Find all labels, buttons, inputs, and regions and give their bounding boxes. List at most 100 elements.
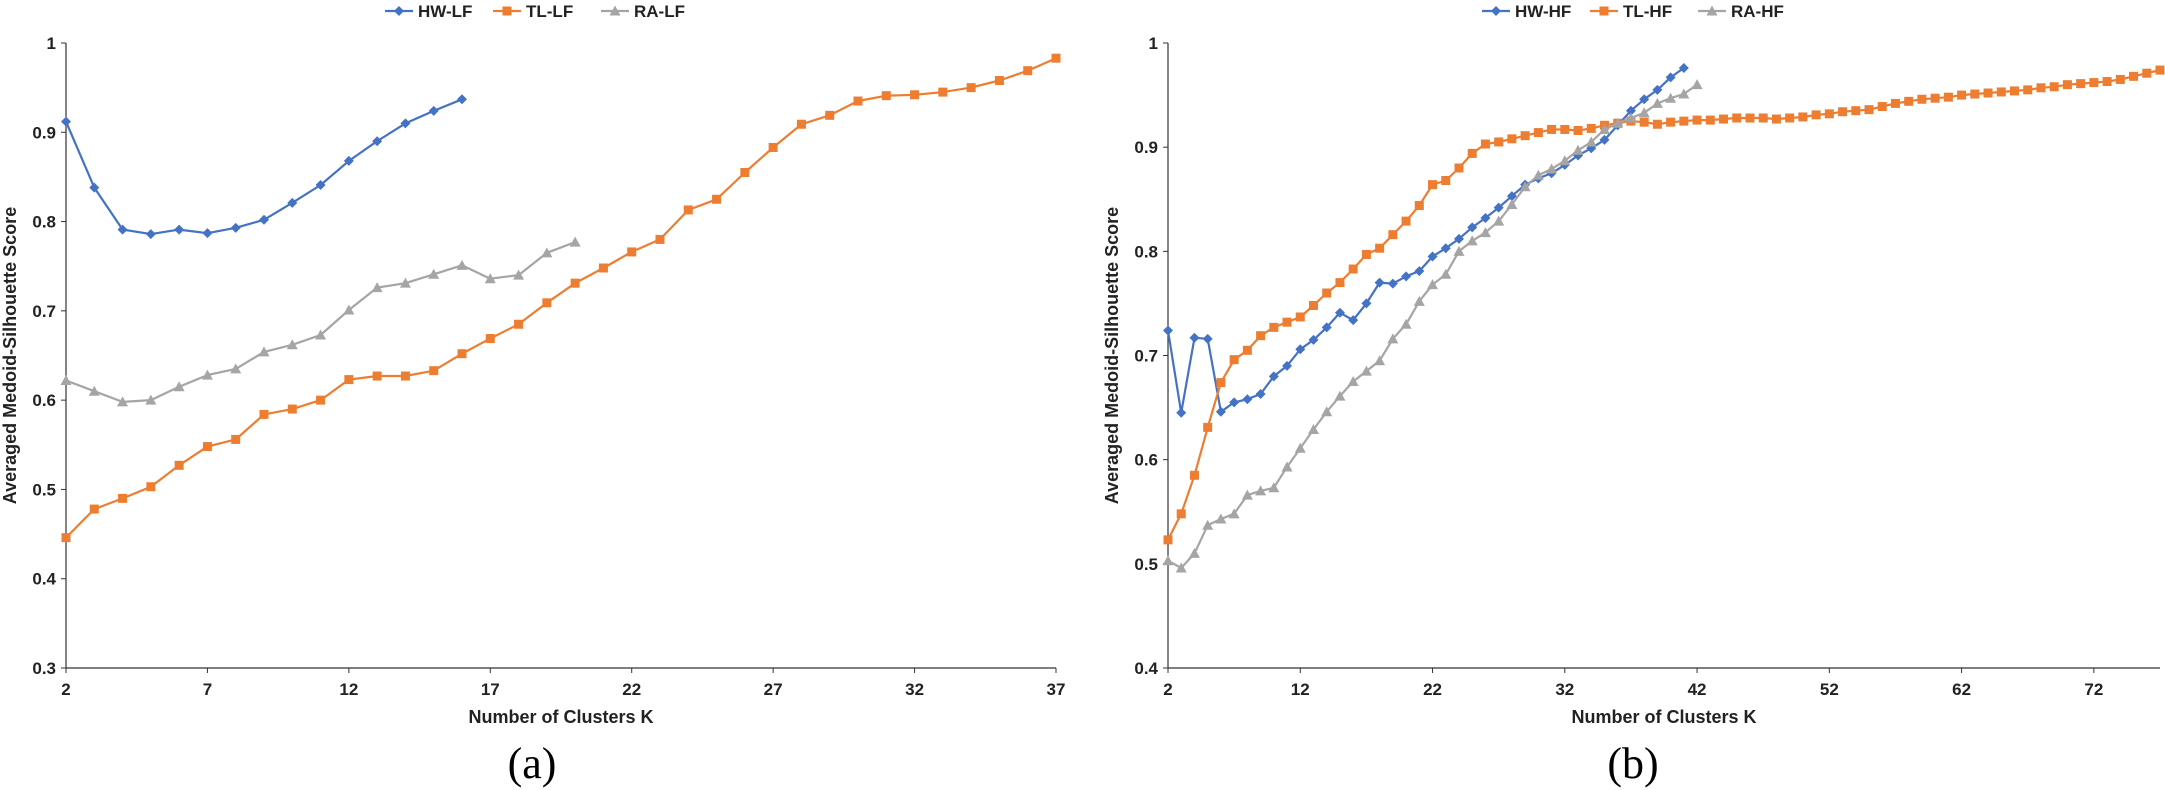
data-point	[287, 404, 297, 414]
y-tick-label: 1	[1149, 34, 1158, 53]
legend-item: RA-LF	[601, 2, 685, 21]
data-point	[1612, 117, 1624, 128]
x-tick-label: 32	[905, 680, 924, 699]
y-tick-label: 0.9	[1134, 138, 1158, 157]
data-point	[1851, 106, 1861, 116]
data-point	[1467, 148, 1477, 158]
data-point	[1732, 113, 1742, 123]
data-point	[428, 268, 440, 279]
data-point	[1785, 113, 1795, 123]
data-point	[1334, 390, 1346, 401]
data-point	[1652, 119, 1662, 129]
data-point	[457, 349, 467, 359]
legend: HW-LF TL-LF RA-LF	[385, 2, 685, 21]
data-point	[1023, 66, 1033, 76]
data-point	[1493, 215, 1505, 226]
data-point	[1268, 482, 1280, 493]
data-point	[1625, 105, 1636, 116]
data-point	[1176, 509, 1186, 519]
data-point	[1480, 213, 1491, 223]
data-point	[315, 179, 326, 190]
data-point	[1507, 134, 1517, 144]
y-axis-title: Averaged Medoid-Silhouette Score	[0, 207, 20, 504]
y-tick-label: 0.3	[32, 659, 56, 678]
data-point	[1163, 325, 1173, 336]
data-point	[2062, 80, 2072, 90]
data-point	[2076, 79, 2086, 89]
data-point	[881, 91, 891, 101]
data-point	[1598, 123, 1610, 134]
y-tick-label: 0.9	[32, 123, 56, 142]
data-point	[287, 197, 298, 208]
data-point	[1453, 245, 1465, 256]
data-point	[89, 504, 99, 514]
data-point	[598, 263, 608, 273]
legend-label: TL-LF	[526, 2, 573, 21]
data-point	[2115, 74, 2125, 84]
data-point	[1189, 332, 1200, 343]
data-point	[316, 395, 326, 405]
x-tick-label: 27	[764, 680, 783, 699]
y-tick-label: 0.5	[1134, 555, 1158, 574]
data-point	[1479, 227, 1491, 238]
data-point	[145, 229, 156, 240]
data-point	[1560, 124, 1570, 134]
data-point	[1440, 243, 1451, 254]
legend-marker	[609, 5, 621, 16]
data-point	[399, 277, 411, 288]
series-line	[65, 241, 576, 403]
data-point	[1229, 397, 1240, 408]
data-point	[542, 298, 552, 308]
data-point	[1506, 198, 1518, 209]
panel-caption-a: (a)	[508, 739, 557, 788]
data-point	[1930, 93, 1940, 103]
series-line	[65, 57, 1057, 539]
x-tick-label: 2	[61, 680, 70, 699]
data-point	[1639, 117, 1649, 127]
data-point	[1051, 53, 1061, 63]
legend-item: HW-HF	[1482, 2, 1571, 21]
data-point	[1282, 317, 1292, 327]
y-tick-label: 0.6	[1134, 451, 1158, 470]
data-point	[1414, 201, 1424, 210]
data-point	[1585, 136, 1597, 147]
data-point	[1322, 288, 1332, 298]
data-point	[400, 118, 411, 129]
data-point	[1308, 301, 1318, 310]
data-point	[429, 366, 439, 376]
y-tick-label: 1	[47, 34, 56, 53]
data-point	[1216, 378, 1226, 388]
data-point	[1692, 115, 1702, 125]
series-ra-lf	[60, 236, 581, 407]
series-line	[1167, 69, 2161, 541]
data-point	[1268, 371, 1279, 382]
data-point	[1639, 94, 1650, 105]
data-point	[1943, 92, 1953, 102]
data-point	[1255, 485, 1267, 496]
data-point	[1228, 508, 1240, 519]
data-point	[117, 224, 128, 235]
data-point	[1466, 235, 1478, 246]
data-point	[88, 385, 100, 396]
data-point	[173, 381, 185, 392]
data-point	[1295, 344, 1306, 355]
y-tick-label: 0.4	[1134, 659, 1158, 678]
data-point	[1176, 407, 1187, 418]
data-point	[1666, 117, 1676, 127]
data-point	[1348, 264, 1358, 274]
series-hw-hf	[1163, 63, 1689, 418]
data-point	[1360, 365, 1372, 376]
data-point	[1678, 88, 1690, 99]
data-point	[513, 269, 525, 280]
data-point	[1532, 169, 1544, 180]
legend-label: RA-LF	[634, 2, 685, 21]
data-point	[1691, 79, 1703, 90]
data-point	[117, 396, 129, 407]
data-point	[2049, 82, 2059, 92]
chart-panel-a: 0.30.40.50.60.70.80.912 7 12 17 22 27 32 37 HW-…	[0, 2, 1065, 788]
data-point	[2036, 83, 2046, 93]
y-tick-label: 0.5	[32, 480, 56, 499]
series-tl-hf	[1163, 65, 2165, 545]
data-point	[1917, 94, 1927, 104]
data-point	[202, 442, 212, 452]
